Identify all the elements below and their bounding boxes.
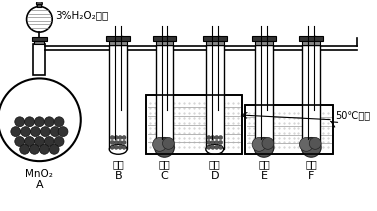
Bar (245, 105, 333, 154)
Circle shape (25, 117, 34, 127)
Circle shape (122, 141, 126, 144)
Bar (109, 41, 127, 45)
Text: 3%H₂O₂溶液: 3%H₂O₂溶液 (55, 10, 109, 20)
Ellipse shape (255, 144, 273, 154)
Circle shape (110, 141, 114, 144)
Circle shape (211, 135, 215, 139)
Bar (206, 45, 224, 149)
Bar (206, 41, 224, 45)
Circle shape (207, 145, 211, 149)
Circle shape (40, 127, 50, 137)
Circle shape (114, 135, 118, 139)
Circle shape (155, 138, 174, 157)
Circle shape (309, 138, 321, 149)
Bar (153, 36, 176, 41)
Bar (34, 41, 44, 44)
Circle shape (15, 137, 25, 146)
Circle shape (122, 135, 126, 139)
Circle shape (215, 141, 219, 144)
Circle shape (20, 144, 29, 154)
Circle shape (54, 117, 64, 127)
Bar (109, 45, 127, 149)
Bar (146, 95, 242, 154)
Circle shape (58, 127, 68, 137)
Text: B: B (114, 171, 122, 181)
Text: F: F (308, 171, 314, 181)
Circle shape (15, 117, 25, 127)
Text: 红磷: 红磷 (112, 159, 124, 169)
Circle shape (44, 137, 54, 146)
Circle shape (215, 145, 219, 149)
Bar (255, 45, 273, 149)
Circle shape (301, 138, 321, 157)
Text: 白磷: 白磷 (305, 159, 317, 169)
Bar (156, 41, 173, 45)
Circle shape (153, 138, 167, 151)
Circle shape (25, 137, 34, 146)
Circle shape (110, 145, 114, 149)
Bar (252, 36, 276, 41)
Circle shape (11, 127, 21, 137)
Bar (203, 36, 227, 41)
Circle shape (211, 141, 215, 144)
Text: 白磷: 白磷 (258, 159, 270, 169)
Circle shape (215, 135, 219, 139)
Bar (32, 37, 47, 41)
Ellipse shape (206, 144, 224, 154)
Circle shape (118, 135, 122, 139)
Text: 红磷: 红磷 (209, 159, 221, 169)
Circle shape (114, 145, 118, 149)
Circle shape (31, 127, 40, 137)
Ellipse shape (302, 144, 320, 154)
Circle shape (110, 135, 114, 139)
Circle shape (219, 135, 222, 139)
Text: D: D (210, 171, 219, 181)
Bar (245, 105, 333, 154)
Circle shape (0, 78, 81, 161)
Circle shape (252, 138, 266, 151)
Circle shape (162, 138, 174, 149)
Bar (106, 36, 130, 41)
Bar (255, 41, 273, 45)
Circle shape (118, 141, 122, 144)
Circle shape (27, 7, 52, 32)
Circle shape (49, 144, 59, 154)
Circle shape (207, 141, 211, 144)
Ellipse shape (156, 144, 173, 154)
Circle shape (37, 1, 42, 7)
Circle shape (211, 145, 215, 149)
Text: A: A (35, 180, 43, 190)
Circle shape (118, 145, 122, 149)
Text: MnO₂: MnO₂ (26, 169, 53, 179)
Circle shape (207, 135, 211, 139)
Circle shape (254, 138, 274, 157)
Bar (302, 45, 320, 149)
Circle shape (29, 144, 39, 154)
Circle shape (114, 141, 118, 144)
Circle shape (122, 145, 126, 149)
Bar (34, 44, 45, 76)
Text: E: E (261, 171, 267, 181)
Circle shape (299, 138, 313, 151)
Circle shape (50, 127, 60, 137)
Bar (146, 95, 242, 154)
Bar (156, 45, 173, 149)
Circle shape (219, 141, 222, 144)
Text: 50℃的水: 50℃的水 (335, 110, 370, 120)
Circle shape (44, 117, 54, 127)
Bar (37, 4, 41, 7)
Text: 白磷: 白磷 (159, 159, 170, 169)
Circle shape (21, 127, 31, 137)
Circle shape (219, 145, 222, 149)
Circle shape (262, 138, 274, 149)
Ellipse shape (109, 144, 127, 154)
Circle shape (39, 144, 49, 154)
Bar (299, 36, 323, 41)
Circle shape (34, 137, 44, 146)
Circle shape (34, 117, 44, 127)
Circle shape (54, 137, 64, 146)
Text: C: C (161, 171, 169, 181)
Bar (302, 41, 320, 45)
